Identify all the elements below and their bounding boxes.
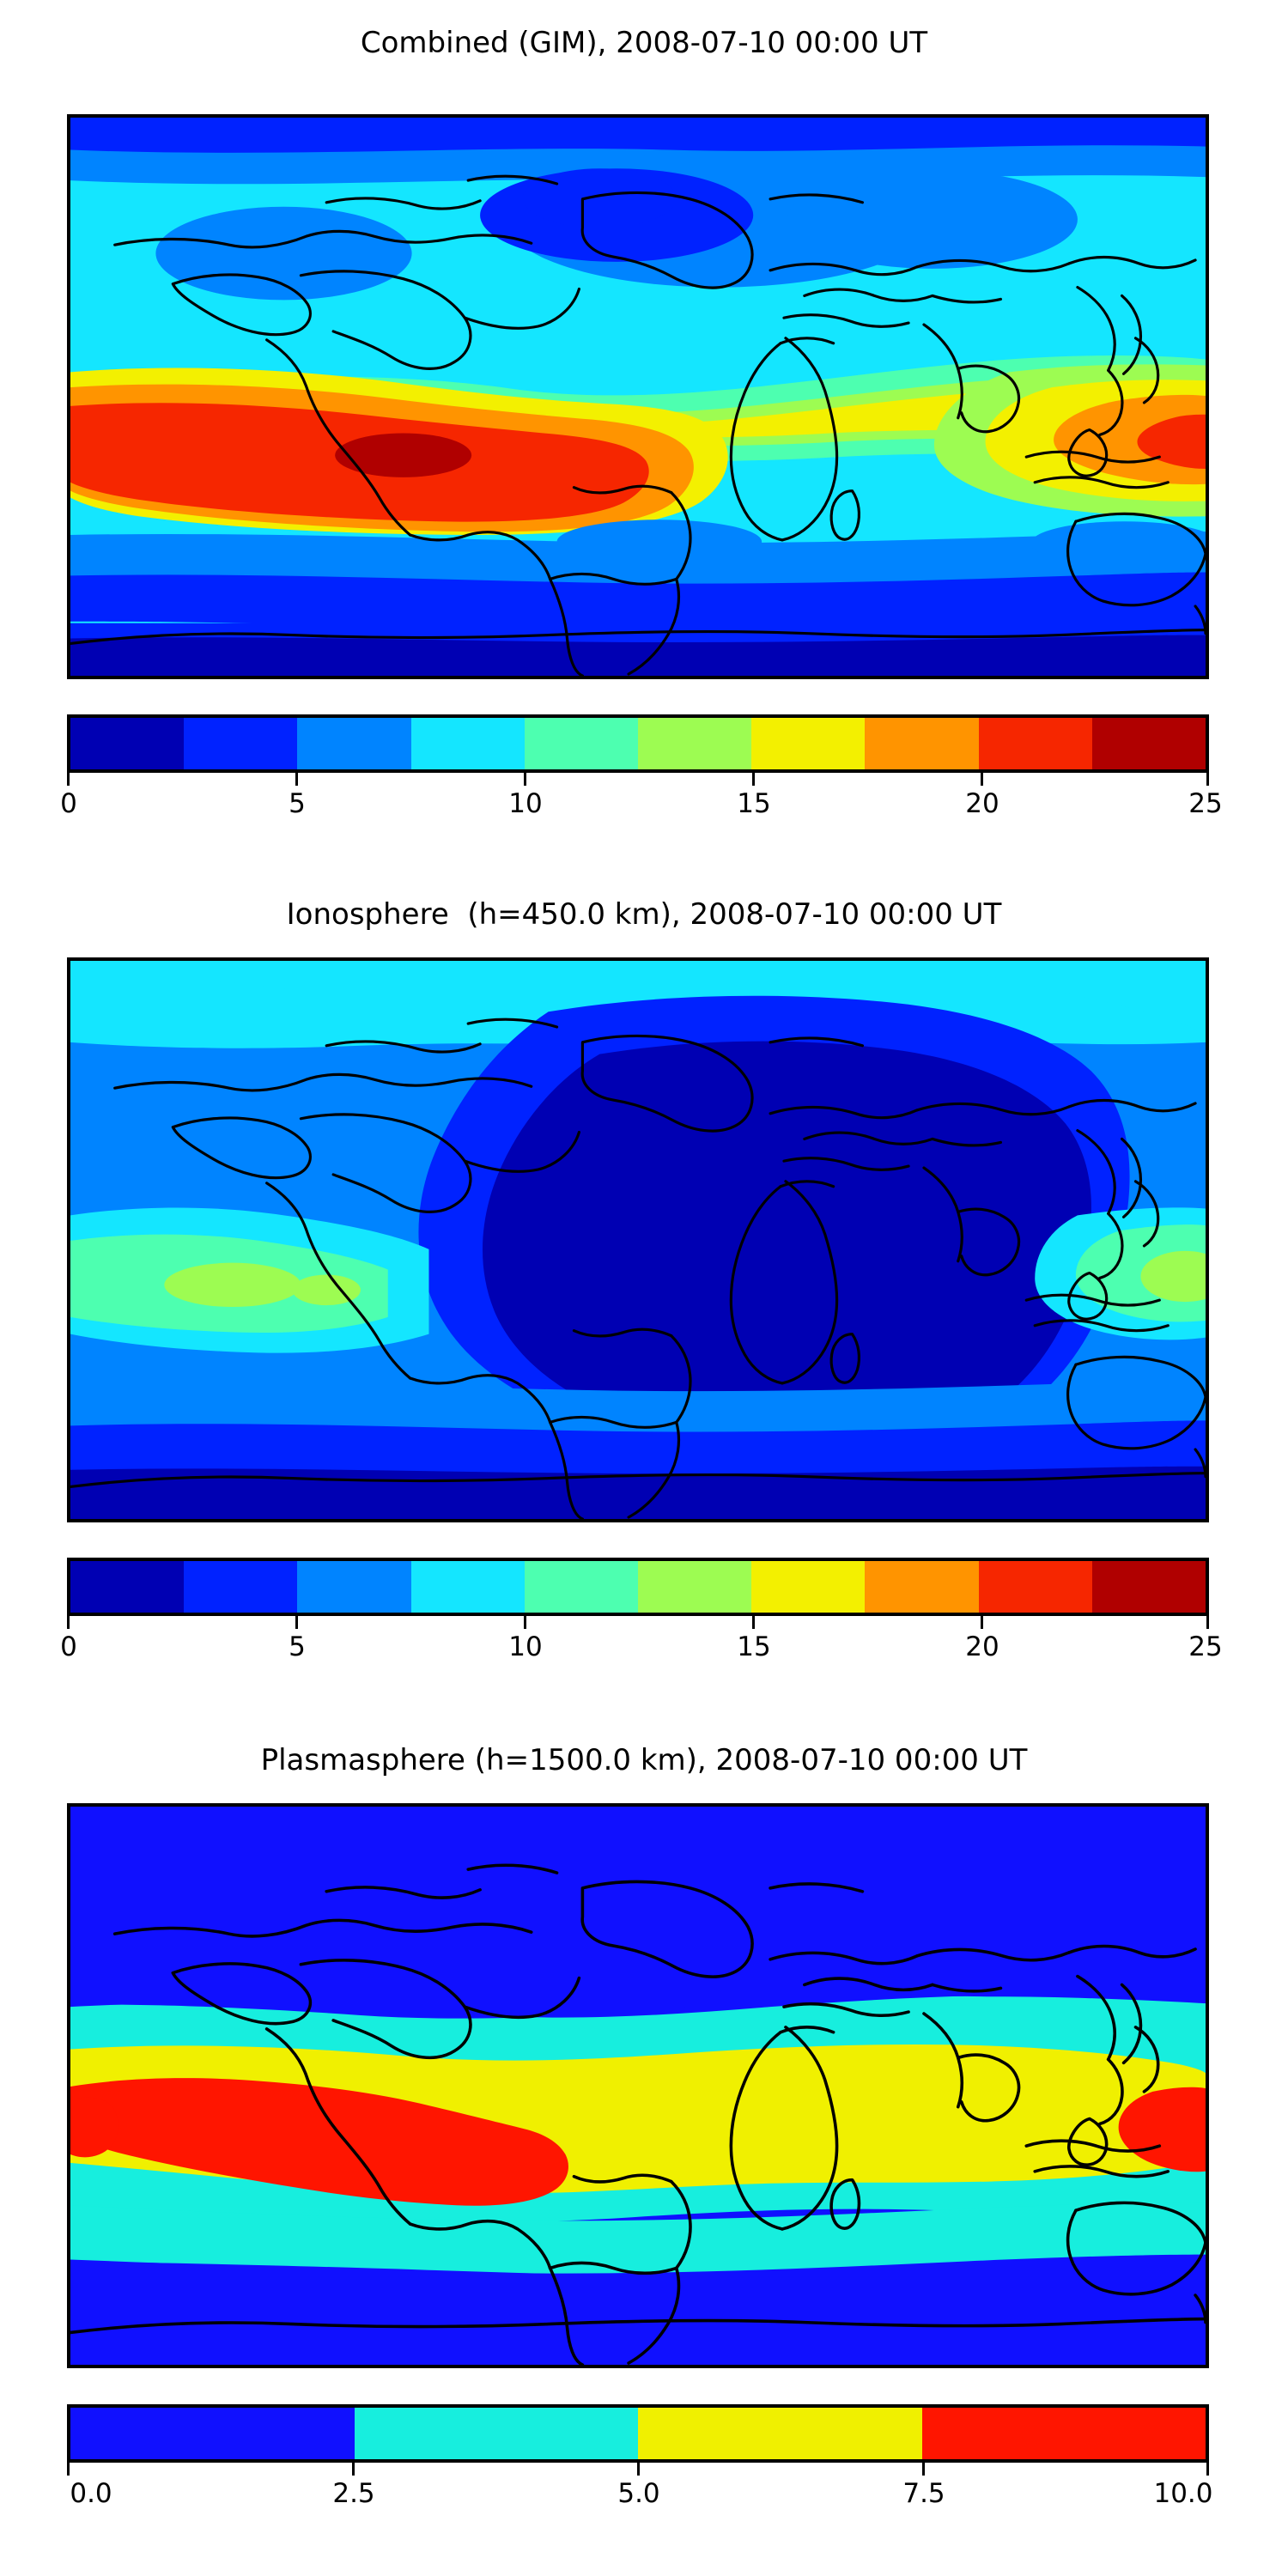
- colorbar-segment: [1091, 1561, 1206, 1613]
- panel-title-plasmasphere: Plasmasphere (h=1500.0 km), 2008-07-10 0…: [260, 1743, 1028, 1777]
- colorbar-ticklabel: 20: [965, 788, 999, 819]
- colorbar-segment: [921, 2408, 1206, 2459]
- colorbar-ticklabel: 20: [965, 1631, 999, 1662]
- colorbar-segment: [184, 718, 298, 769]
- colorbar-ticklabel: 10: [508, 1631, 543, 1662]
- colorbar-tick: [67, 2463, 70, 2476]
- colorbar-tick: [981, 1616, 983, 1629]
- colorbar-tick: [295, 1616, 298, 1629]
- colorbar-ticklabel: 25: [1188, 1631, 1223, 1662]
- colorbar-segment: [865, 1561, 979, 1613]
- colorbar-segment: [751, 718, 866, 769]
- colorbar-segment: [297, 1561, 411, 1613]
- colorbar-tick: [1206, 1616, 1209, 1629]
- colorbar-tick: [637, 2463, 640, 2476]
- colorbar-segment: [297, 718, 411, 769]
- colorbar-segment: [354, 2408, 638, 2459]
- colorbar-ticklabel: 5.0: [617, 2478, 660, 2509]
- colorbar-segment: [410, 718, 525, 769]
- panel-title-combined-gim: Combined (GIM), 2008-07-10 00:00 UT: [360, 26, 928, 60]
- colorbar-ticklabel: 2.5: [332, 2478, 375, 2509]
- colorbar-segment: [524, 1561, 639, 1613]
- colorbar-tick: [752, 773, 755, 786]
- colorbar-segment: [184, 1561, 298, 1613]
- colorbar-ticklabel: 0: [60, 788, 77, 819]
- map-ionosphere[interactable]: [67, 957, 1209, 1522]
- colorbar-segment: [70, 2408, 355, 2459]
- map-combined-gim[interactable]: [67, 114, 1209, 679]
- colorbar-segment: [978, 718, 1092, 769]
- map-plasmasphere[interactable]: [67, 1803, 1209, 2368]
- colorbar-tick: [1206, 773, 1209, 786]
- colorbar-ticklabel: 5: [289, 788, 306, 819]
- colorbar-ticklabel: 5: [289, 1631, 306, 1662]
- colorbar-segment: [638, 1561, 752, 1613]
- map-canvas-ionosphere: [70, 961, 1206, 1519]
- colorbar-ticklabel: 15: [737, 788, 771, 819]
- colorbar-ticklabel: 10: [508, 788, 543, 819]
- colorbar-segment: [410, 1561, 525, 1613]
- colorbar-ticklabel: 15: [737, 1631, 771, 1662]
- colorbar-axis-plasmasphere: 0.0 2.5 5.0 7.5 10.0: [67, 2463, 1213, 2523]
- colorbar-axis-ionosphere: 0 5 10 15 20 25: [60, 1616, 1223, 1676]
- colorbar-tick: [295, 773, 298, 786]
- colorbar-ticklabel: 0: [60, 1631, 77, 1662]
- colorbar-ticklabel: 0.0: [70, 2478, 112, 2509]
- colorbar-segment: [751, 1561, 866, 1613]
- colorbar-bar-ionosphere: [67, 1558, 1209, 1616]
- colorbar-ticklabel: 10.0: [1153, 2478, 1213, 2509]
- colorbar-segment: [978, 1561, 1092, 1613]
- colorbar-segment: [638, 2408, 922, 2459]
- colorbar-segment: [70, 718, 185, 769]
- colorbar-axis-combined-gim: 0 5 10 15 20 25: [60, 773, 1223, 833]
- colorbar-tick: [524, 1616, 526, 1629]
- colorbar-segment: [524, 718, 639, 769]
- colorbar-segment: [638, 718, 752, 769]
- colorbar-tick: [981, 773, 983, 786]
- colorbar-tick: [752, 1616, 755, 1629]
- colorbar-ticklabel: 25: [1188, 788, 1223, 819]
- colorbar-tick: [67, 773, 70, 786]
- colorbar-tick: [67, 1616, 70, 1629]
- panel-title-ionosphere: Ionosphere (h=450.0 km), 2008-07-10 00:0…: [286, 897, 1002, 932]
- colorbar-bar-combined-gim: [67, 714, 1209, 773]
- colorbar-segment: [865, 718, 979, 769]
- map-canvas-plasmasphere: [70, 1807, 1206, 2365]
- colorbar-segment: [70, 1561, 185, 1613]
- colorbar-tick: [352, 2463, 355, 2476]
- colorbar-bar-plasmasphere: [67, 2404, 1209, 2463]
- map-canvas-combined-gim: [70, 118, 1206, 676]
- colorbar-tick: [922, 2463, 925, 2476]
- colorbar-segment: [1091, 718, 1206, 769]
- colorbar-ticklabel: 7.5: [902, 2478, 945, 2509]
- colorbar-tick: [524, 773, 526, 786]
- colorbar-tick: [1206, 2463, 1209, 2476]
